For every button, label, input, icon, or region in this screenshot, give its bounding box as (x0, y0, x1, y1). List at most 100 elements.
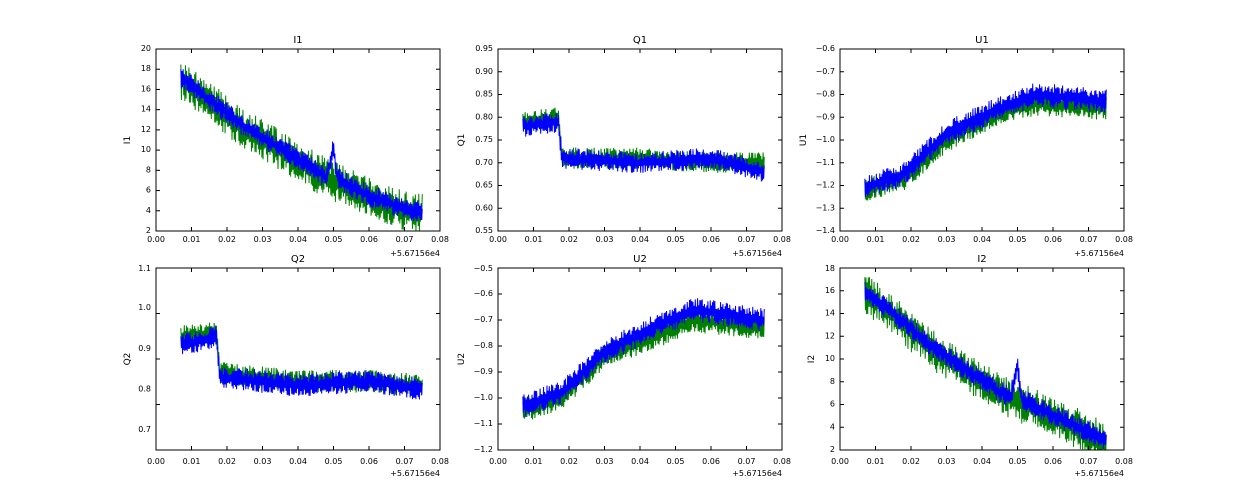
y-tick-label: 4 (830, 422, 835, 431)
panel-i1: I1 I1 0.00 0.01 0.02 0.03 0.04 0.05 0.06… (123, 35, 449, 258)
x-tick-label: 0.08 (1115, 457, 1133, 466)
y-tick-label: −0.9 (816, 112, 835, 121)
y-axis-label: U2 (457, 353, 467, 365)
y-tick-label: 10 (141, 145, 151, 154)
x-offset-label: +5.67156e4 (1074, 249, 1124, 258)
y-tick-label: 12 (141, 125, 151, 134)
x-offset-label: +5.67156e4 (390, 249, 440, 258)
y-tick-label: 0.70 (475, 158, 493, 167)
y-tick-label: −1.1 (816, 158, 835, 167)
x-tick-label: 0.00 (489, 457, 507, 466)
y-tick-label: 18 (141, 64, 151, 73)
y-tick-label: 0.90 (475, 67, 493, 76)
x-tick-label: 0.04 (289, 457, 307, 466)
y-tick-label: −0.7 (474, 315, 493, 324)
x-ticks: 0.00 0.01 0.02 0.03 0.04 0.05 0.06 0.07 … (831, 235, 1133, 244)
chart-title: Q2 (291, 254, 305, 265)
x-tick-label: 0.01 (525, 457, 543, 466)
y-tick-label: 2 (830, 445, 835, 454)
x-tick-label: 0.01 (183, 235, 201, 244)
y-tick-label: 16 (825, 286, 835, 295)
x-tick-label: 0.01 (183, 457, 201, 466)
series-line (180, 64, 423, 231)
panel-u1: U1 U1 0.00 0.01 0.02 0.03 0.04 0.05 0.06… (799, 35, 1133, 258)
x-tick-label: 0.02 (902, 235, 920, 244)
x-tick-label: 0.06 (702, 457, 720, 466)
x-tick-label: 0.03 (254, 457, 272, 466)
y-ticks: −1.2 −1.1 −1.0 −0.9 −0.8 −0.7 −0.6 −0.5 (474, 264, 493, 454)
x-tick-label: 0.00 (147, 235, 165, 244)
series-line (522, 112, 765, 182)
x-tick-label: 0.03 (596, 457, 614, 466)
chart-title: U2 (633, 254, 647, 265)
y-tick-label: 1.1 (138, 264, 151, 273)
series-line (864, 83, 1107, 198)
x-tick-label: 0.00 (489, 235, 507, 244)
x-tick-label: 0.04 (973, 457, 991, 466)
x-offset-label: +5.67156e4 (1074, 469, 1124, 478)
series-line (522, 298, 765, 418)
x-tick-label: 0.08 (431, 457, 449, 466)
x-tick-label: 0.02 (218, 457, 236, 466)
y-tick-label: 8 (146, 165, 151, 174)
y-tick-label: 14 (141, 105, 151, 114)
y-tick-label: −0.9 (474, 367, 493, 376)
panel-u2: U2 U2 0.00 0.01 0.02 0.03 0.04 0.05 0.06… (457, 254, 791, 478)
x-tick-label: 0.01 (525, 235, 543, 244)
x-tick-label: 0.03 (596, 235, 614, 244)
y-axis-label: I2 (807, 355, 817, 363)
x-tick-label: 0.04 (973, 235, 991, 244)
chart-title: I2 (977, 254, 986, 265)
x-tick-label: 0.04 (631, 235, 649, 244)
x-tick-label: 0.04 (289, 235, 307, 244)
x-tick-label: 0.04 (631, 457, 649, 466)
y-tick-label: 4 (146, 206, 151, 215)
y-axis-label: I1 (123, 136, 133, 144)
x-ticks: 0.00 0.01 0.02 0.03 0.04 0.05 0.06 0.07 … (489, 235, 791, 244)
x-tick-label: 0.06 (360, 457, 378, 466)
y-tick-label: 0.80 (475, 112, 493, 121)
y-tick-label: −1.2 (816, 181, 835, 190)
chart-title: U1 (975, 35, 989, 46)
x-offset-label: +5.67156e4 (390, 469, 440, 478)
x-tick-label: 0.01 (867, 457, 885, 466)
x-tick-label: 0.07 (1080, 457, 1098, 466)
y-tick-label: −1.4 (816, 226, 835, 235)
x-ticks: 0.00 0.01 0.02 0.03 0.04 0.05 0.06 0.07 … (147, 457, 449, 466)
y-tick-label: −1.1 (474, 419, 493, 428)
y-tick-label: 12 (825, 331, 835, 340)
y-tick-label: 0.85 (475, 90, 493, 99)
y-tick-label: 14 (825, 309, 835, 318)
x-tick-label: 0.08 (431, 235, 449, 244)
panel-q2: Q2 Q2 0.00 0.01 0.02 0.03 0.04 0.05 0.06… (123, 254, 449, 478)
x-tick-label: 0.06 (702, 235, 720, 244)
y-tick-label: −0.6 (816, 44, 835, 53)
x-tick-label: 0.02 (902, 457, 920, 466)
x-tick-label: 0.07 (396, 457, 414, 466)
y-ticks: 2 4 6 8 10 12 14 16 18 20 (141, 44, 151, 235)
x-ticks: 0.00 0.01 0.02 0.03 0.04 0.05 0.06 0.07 … (489, 457, 791, 466)
x-tick-label: 0.07 (738, 457, 756, 466)
y-tick-label: 8 (830, 377, 835, 386)
x-tick-label: 0.05 (325, 457, 343, 466)
panel-i2: I2 I2 0.00 0.01 0.02 0.03 0.04 0.05 0.06… (807, 254, 1133, 478)
y-ticks: 2 4 6 8 10 12 14 16 18 (825, 264, 835, 454)
y-axis-label: Q2 (123, 353, 133, 366)
chart-title: Q1 (633, 35, 647, 46)
x-tick-label: 0.08 (773, 457, 791, 466)
x-tick-label: 0.02 (560, 235, 578, 244)
x-tick-label: 0.05 (325, 235, 343, 244)
x-offset-label: +5.67156e4 (732, 469, 782, 478)
y-tick-label: 1.0 (138, 303, 151, 312)
series-line (180, 69, 423, 222)
x-tick-label: 0.07 (1080, 235, 1098, 244)
x-tick-label: 0.03 (938, 235, 956, 244)
x-tick-label: 0.07 (738, 235, 756, 244)
chart-title: I1 (293, 35, 302, 46)
y-ticks: −1.4 −1.3 −1.2 −1.1 −1.0 −0.9 −0.8 −0.7 … (816, 44, 835, 235)
x-tick-label: 0.05 (667, 235, 685, 244)
series-line (864, 277, 1107, 450)
y-tick-label: −0.8 (474, 341, 493, 350)
x-tick-label: 0.08 (1115, 235, 1133, 244)
